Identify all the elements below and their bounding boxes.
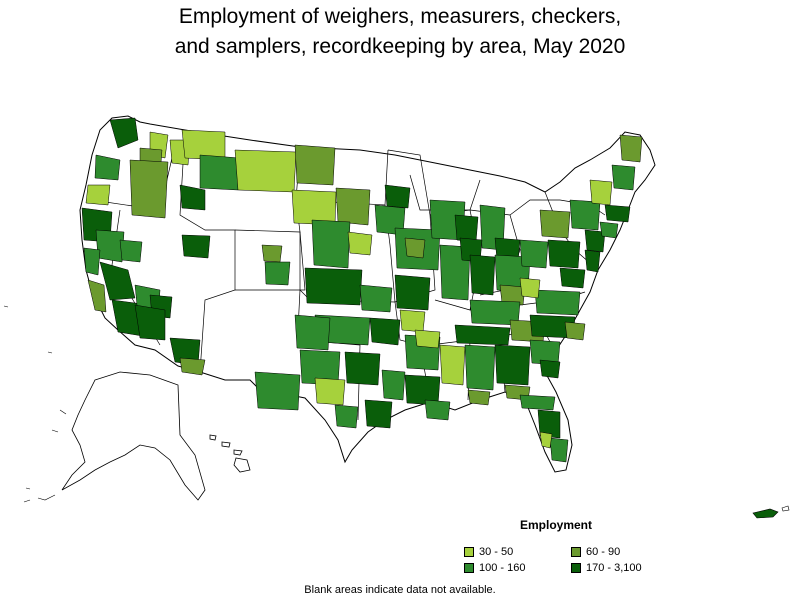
area-dallas <box>344 351 381 386</box>
legend-swatch <box>464 563 474 573</box>
legend-item-170-3100: 170 - 3,100 <box>571 561 642 575</box>
area-indiana <box>469 254 496 296</box>
area-oregon-valley <box>85 184 111 206</box>
legend-item-100-160: 100 - 160 <box>464 561 525 575</box>
area-maryland <box>559 267 586 289</box>
area-georgia <box>494 344 531 386</box>
map-title-line-2: and samplers, recordkeeping by area, May… <box>174 35 626 58</box>
hawaii <box>209 434 251 473</box>
legend-label: 170 - 3,100 <box>586 562 642 574</box>
area-ohio-south <box>499 284 526 306</box>
legend-swatch <box>571 547 581 557</box>
area-florida-central <box>537 409 561 439</box>
alaska <box>23 371 206 503</box>
area-new-orleans <box>424 399 451 421</box>
area-alabama <box>464 344 496 391</box>
area-mississippi <box>439 344 466 386</box>
area-central-valley <box>99 261 136 301</box>
area-maine-north <box>619 134 643 163</box>
area-sacramento <box>95 229 125 263</box>
small-islands <box>3 305 53 490</box>
area-maine-south <box>611 164 636 191</box>
area-nebraska-central <box>347 231 373 256</box>
area-west-texas <box>254 371 301 411</box>
area-tennessee <box>454 324 511 346</box>
alaska-outline <box>61 371 206 501</box>
area-north-dakota <box>294 144 336 186</box>
area-charleston <box>539 359 561 379</box>
area-new-york-upstate <box>569 199 601 231</box>
area-minneapolis <box>384 184 411 209</box>
area-oklahoma-east <box>369 317 401 346</box>
area-central-coast <box>87 279 107 313</box>
legend-label: 60 - 90 <box>586 546 621 558</box>
area-connecticut <box>599 221 619 239</box>
area-nebraska-east <box>311 219 351 269</box>
area-houston <box>364 399 393 429</box>
area-east-texas <box>381 369 406 401</box>
area-alabama-south <box>467 389 491 406</box>
area-colorado-springs <box>261 244 283 263</box>
area-idaho-central <box>179 184 206 211</box>
legend-swatch <box>571 563 581 573</box>
area-arizona-south <box>179 357 206 376</box>
area-south-dakota-west <box>291 189 337 226</box>
area-vermont-nh <box>589 179 613 206</box>
area-massachusetts <box>604 204 631 223</box>
area-pennsylvania-west <box>519 239 549 269</box>
legend-swatch <box>464 547 474 557</box>
area-pennsylvania-east <box>547 239 581 269</box>
area-virginia <box>534 289 581 316</box>
area-puerto-rico <box>752 508 779 519</box>
area-portland <box>94 154 121 181</box>
area-bay-area <box>83 247 101 276</box>
area-seattle <box>109 117 139 149</box>
area-new-york-city <box>584 229 606 253</box>
legend-label: 100 - 160 <box>479 562 526 574</box>
legend-item-60-90: 60 - 90 <box>571 545 620 559</box>
legend-label: 30 - 50 <box>479 546 514 558</box>
area-iowa-east <box>404 237 426 259</box>
employment-areas <box>81 117 643 463</box>
area-louisiana <box>404 374 441 406</box>
area-kansas <box>304 267 363 306</box>
area-phoenix <box>134 304 166 341</box>
legend-item-30-50: 30 - 50 <box>464 545 513 559</box>
area-colorado-west <box>264 261 291 286</box>
puerto-rico <box>752 505 790 519</box>
data-availability-note: Blank areas indicate data not available. <box>304 584 496 596</box>
map-title: Employment of weighers, measurers, check… <box>0 2 800 62</box>
area-missouri-south <box>399 309 426 333</box>
area-florida-south <box>549 437 569 463</box>
area-montana-central <box>199 154 241 191</box>
area-florida-gulf <box>539 431 553 449</box>
area-kansas-east <box>359 284 393 313</box>
legend-title: Employment <box>520 518 593 532</box>
area-florida-north <box>519 394 556 411</box>
area-eastern-oregon <box>129 159 169 219</box>
area-new-jersey <box>584 249 601 273</box>
area-new-york-west <box>539 209 571 239</box>
area-texas-panhandle <box>294 314 331 351</box>
area-south-dakota-east <box>335 187 371 226</box>
area-san-antonio <box>334 404 359 429</box>
area-montana-east <box>234 149 297 193</box>
area-texas-hill <box>314 377 346 406</box>
area-west-virginia <box>519 277 541 299</box>
area-reno <box>119 239 143 263</box>
area-utah <box>181 234 211 259</box>
area-north-carolina-east <box>564 321 586 341</box>
area-milwaukee <box>454 214 479 243</box>
area-arkansas-north <box>414 329 441 349</box>
map-title-line-1: Employment of weighers, measurers, check… <box>178 5 622 28</box>
area-missouri <box>394 274 431 311</box>
